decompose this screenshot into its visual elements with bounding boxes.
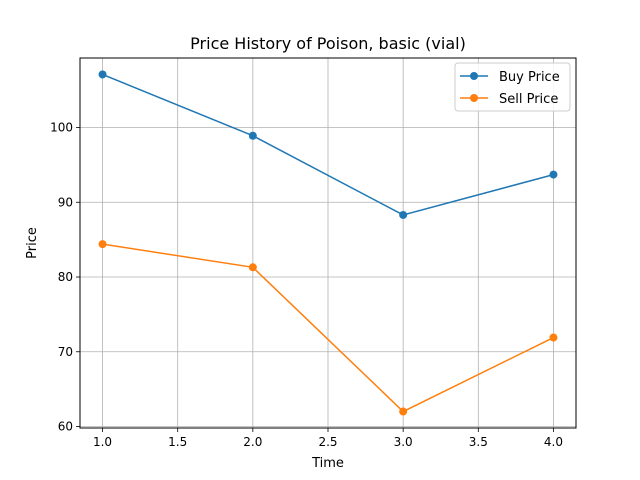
chart-title: Price History of Poison, basic (vial) — [190, 34, 466, 53]
legend-buy-price-marker — [470, 72, 478, 80]
legend: Buy Price Sell Price — [454, 62, 571, 112]
legend-sell-price-label: Sell Price — [499, 92, 558, 107]
buy-price-point — [98, 70, 107, 79]
y-tick-label: 80 — [58, 270, 73, 284]
buy-price-point — [248, 131, 257, 140]
y-axis-label: Price — [25, 227, 40, 259]
grid-lines — [80, 58, 576, 428]
x-tick-label: 2.0 — [243, 435, 262, 449]
legend-box — [454, 62, 571, 112]
x-tick-label: 3.5 — [469, 435, 488, 449]
sell-price-line — [102, 243, 554, 413]
x-axis-ticks: 1.0 1.5 2.0 2.5 3.0 3.5 4.0 — [93, 428, 563, 449]
y-tick-label: 100 — [50, 121, 73, 135]
plot-series — [98, 70, 558, 416]
x-tick-label: 1.0 — [93, 435, 112, 449]
sell-price-point — [399, 407, 408, 416]
buy-price-line — [102, 73, 554, 216]
sell-price-point — [98, 240, 107, 249]
y-tick-label: 90 — [58, 195, 73, 209]
y-axis-ticks: 60 70 80 90 100 — [50, 121, 80, 434]
sell-price-point — [248, 263, 257, 272]
x-tick-label: 3.0 — [394, 435, 413, 449]
y-tick-label: 70 — [58, 345, 73, 359]
buy-price-point — [399, 210, 408, 219]
legend-sell-price-marker — [470, 94, 478, 102]
sell-price-point — [549, 333, 558, 342]
y-tick-label: 60 — [58, 420, 73, 434]
buy-price-point — [549, 170, 558, 179]
x-tick-label: 4.0 — [544, 435, 563, 449]
x-tick-label: 1.5 — [168, 435, 187, 449]
x-axis-label: Time — [311, 456, 344, 471]
legend-buy-price-label: Buy Price — [499, 70, 560, 85]
x-tick-label: 2.5 — [318, 435, 337, 449]
